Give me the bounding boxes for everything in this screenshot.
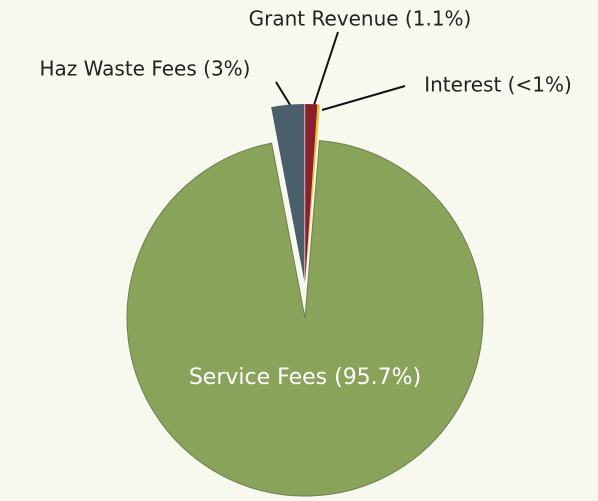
slice-label: Service Fees (95.7%) [189, 365, 421, 390]
pie-slice [271, 104, 305, 282]
slice-label: Grant Revenue (1.1%) [249, 7, 472, 31]
leader-line [321, 85, 406, 111]
leader-line [275, 81, 293, 109]
pie-slice [305, 104, 318, 282]
pie-slice [305, 104, 320, 282]
leader-line [312, 31, 339, 109]
slice-label: Haz Waste Fees (3%) [40, 57, 251, 81]
slice-label: Interest (<1%) [424, 73, 572, 97]
pie-slice [126, 140, 484, 497]
